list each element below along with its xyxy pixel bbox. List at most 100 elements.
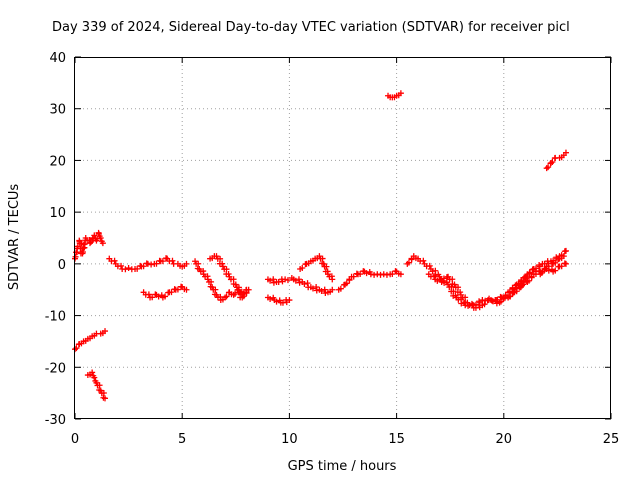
data-point-fill xyxy=(134,265,141,272)
data-point-fill xyxy=(318,288,325,295)
data-point xyxy=(543,165,550,172)
data-point-fill xyxy=(122,266,129,273)
data-point xyxy=(397,271,404,278)
data-point xyxy=(451,281,458,288)
data-point-fill xyxy=(80,241,87,248)
data-point-fill xyxy=(346,277,353,284)
data-point xyxy=(329,276,336,283)
data-point-fill xyxy=(469,301,476,308)
data-point-fill xyxy=(301,280,308,287)
data-point-fill xyxy=(148,261,155,268)
data-point xyxy=(282,276,289,283)
data-point-fill xyxy=(267,296,274,303)
data-point-fill xyxy=(405,259,412,266)
data-point-fill xyxy=(299,265,306,272)
data-point-fill xyxy=(481,301,488,308)
data-point xyxy=(232,281,239,288)
data-point-fill xyxy=(519,282,526,289)
y-tick-label: -30 xyxy=(45,413,66,428)
y-tick-label: 40 xyxy=(49,51,66,66)
data-point xyxy=(102,395,109,402)
x-tick-label: 5 xyxy=(178,432,186,447)
data-point-fill xyxy=(541,266,548,273)
data-point-fill xyxy=(145,291,152,298)
data-point-fill xyxy=(526,270,533,277)
data-point-fill xyxy=(501,295,508,302)
data-point-fill xyxy=(309,285,316,292)
data-point-fill xyxy=(155,293,162,300)
data-point-fill xyxy=(162,293,169,300)
data-point-fill xyxy=(420,257,427,264)
y-tick-label: 20 xyxy=(49,154,66,169)
data-point-fill xyxy=(140,263,147,270)
data-point-fill xyxy=(267,277,274,284)
data-point-fill xyxy=(507,293,514,300)
data-point xyxy=(91,374,98,381)
plot-frame xyxy=(74,57,611,419)
data-point-fill xyxy=(159,258,166,265)
data-point xyxy=(329,286,336,293)
data-point xyxy=(213,253,220,260)
data-point-fill xyxy=(431,273,438,280)
data-point xyxy=(87,240,94,247)
data-point-fill xyxy=(243,290,250,297)
data-point-fill xyxy=(520,279,527,286)
data-point-fill xyxy=(552,267,559,274)
data-point xyxy=(380,271,387,278)
data-point xyxy=(144,260,151,267)
data-point-fill xyxy=(522,275,529,282)
data-points xyxy=(72,90,569,402)
data-point-fill xyxy=(457,289,464,296)
data-point-fill xyxy=(489,297,496,304)
data-point xyxy=(95,229,102,236)
y-tick-label: 30 xyxy=(49,103,66,118)
data-point-fill xyxy=(111,257,118,264)
y-tick-label: 10 xyxy=(49,206,66,221)
data-point-fill xyxy=(169,257,176,264)
data-point xyxy=(479,297,486,304)
data-point-fill xyxy=(284,277,291,284)
data-point-fill xyxy=(219,260,226,267)
x-axis-label: GPS time / hours xyxy=(288,459,397,474)
data-point-fill xyxy=(174,286,181,293)
y-tick-label: 0 xyxy=(58,258,66,273)
data-point-fill xyxy=(357,271,364,278)
data-point xyxy=(498,294,505,301)
data-point-fill xyxy=(377,271,384,278)
data-point-fill xyxy=(440,277,447,284)
data-point xyxy=(125,264,132,271)
data-point xyxy=(562,247,569,254)
data-point-fill xyxy=(383,271,390,278)
data-point-fill xyxy=(558,263,565,270)
data-point-fill xyxy=(232,290,239,297)
y-tick-label: -10 xyxy=(45,310,66,325)
data-point-fill xyxy=(149,294,156,301)
data-point-fill xyxy=(494,296,501,303)
data-point-fill xyxy=(343,280,350,287)
data-point-fill xyxy=(153,260,160,267)
data-point-fill xyxy=(545,263,552,270)
data-point xyxy=(219,263,226,270)
y-tick-label: -20 xyxy=(45,361,66,376)
data-point xyxy=(245,286,252,293)
data-point-fill xyxy=(168,289,175,296)
data-point-fill xyxy=(350,273,357,280)
data-point xyxy=(89,369,96,376)
data-point xyxy=(562,149,569,156)
data-point xyxy=(183,286,190,293)
data-point-fill xyxy=(426,262,433,269)
data-point xyxy=(485,297,492,304)
axis-ticks: 0 5 10 15 20 25 -30 -20 -10 0 10 20 30 40 xyxy=(45,51,620,447)
data-point-fill xyxy=(225,271,232,278)
data-point xyxy=(397,90,404,97)
x-tick-label: 10 xyxy=(281,432,298,447)
data-point-fill xyxy=(240,293,247,300)
data-point-fill xyxy=(545,164,552,171)
data-point-fill xyxy=(389,271,396,278)
data-point xyxy=(562,260,569,267)
data-point xyxy=(102,328,109,335)
grid xyxy=(75,57,611,419)
data-point-fill xyxy=(118,262,125,269)
data-point-fill xyxy=(513,288,520,295)
